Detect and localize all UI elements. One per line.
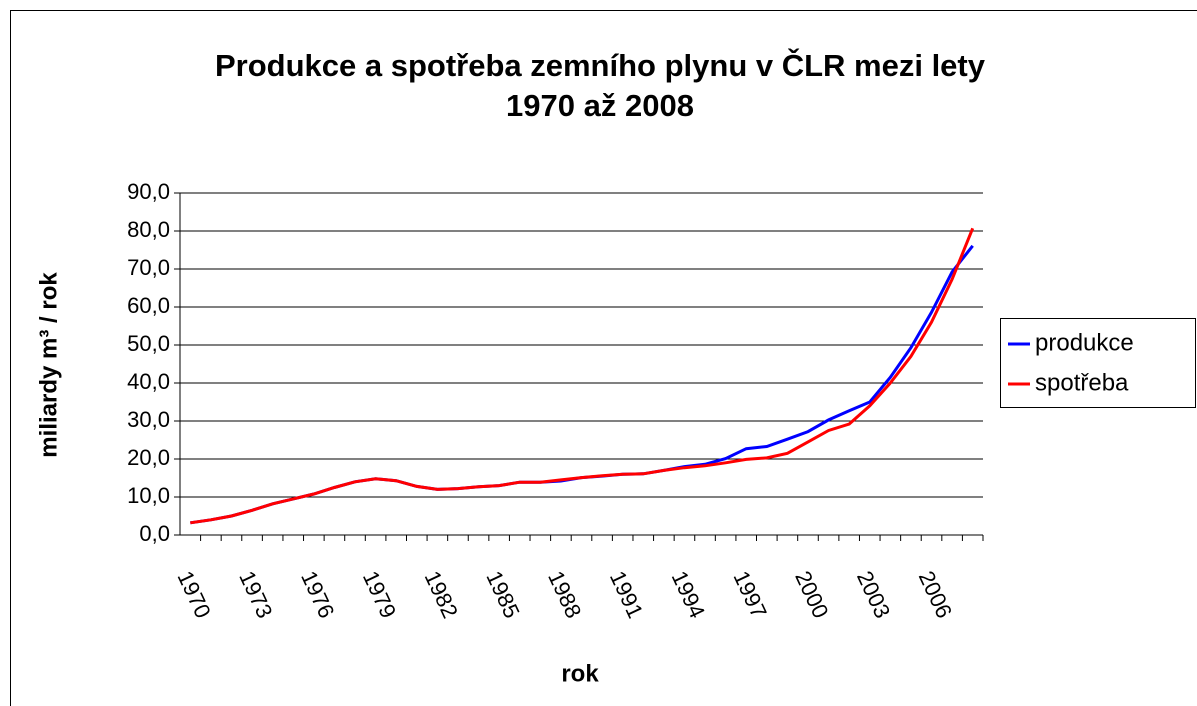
y-tick-label: 70,0 — [127, 255, 170, 280]
x-tick-label: 1970 — [172, 567, 215, 622]
y-tick-label: 20,0 — [127, 445, 170, 470]
x-tick-label: 2006 — [914, 567, 957, 622]
y-tick-label: 30,0 — [127, 407, 170, 432]
x-tick-label: 1973 — [234, 567, 277, 622]
chart-title: 1970 až 2008 — [506, 88, 694, 123]
y-tick-label: 0,0 — [139, 521, 170, 546]
x-tick-label: 1985 — [481, 567, 524, 622]
legend-label: produkce — [1035, 329, 1134, 356]
chart-title: Produkce a spotřeba zemního plynu v ČLR … — [215, 47, 986, 83]
y-tick-label: 40,0 — [127, 369, 170, 394]
x-tick-label: 1997 — [728, 567, 771, 622]
y-axis-label: miliardy m³ / rok — [35, 272, 62, 458]
legend-box — [1000, 318, 1196, 408]
legend-label: spotřeba — [1035, 369, 1129, 396]
x-tick-label: 1991 — [605, 567, 648, 622]
y-tick-label: 60,0 — [127, 293, 170, 318]
x-tick-label: 1979 — [358, 567, 401, 622]
chart-frame — [10, 10, 1197, 706]
series-line — [190, 227, 975, 525]
x-tick-label: 2003 — [852, 567, 895, 622]
series-line — [190, 244, 974, 525]
x-tick-label: 1976 — [296, 567, 339, 622]
x-tick-label: 1982 — [420, 567, 463, 622]
x-tick-label: 2000 — [790, 567, 833, 622]
y-tick-label: 80,0 — [127, 217, 170, 242]
x-tick-label: 1994 — [667, 567, 710, 622]
x-tick-label: 1988 — [543, 567, 586, 622]
y-tick-label: 90,0 — [127, 179, 170, 204]
x-axis-label: rok — [561, 660, 599, 687]
y-tick-label: 50,0 — [127, 331, 170, 356]
y-tick-label: 10,0 — [127, 483, 170, 508]
